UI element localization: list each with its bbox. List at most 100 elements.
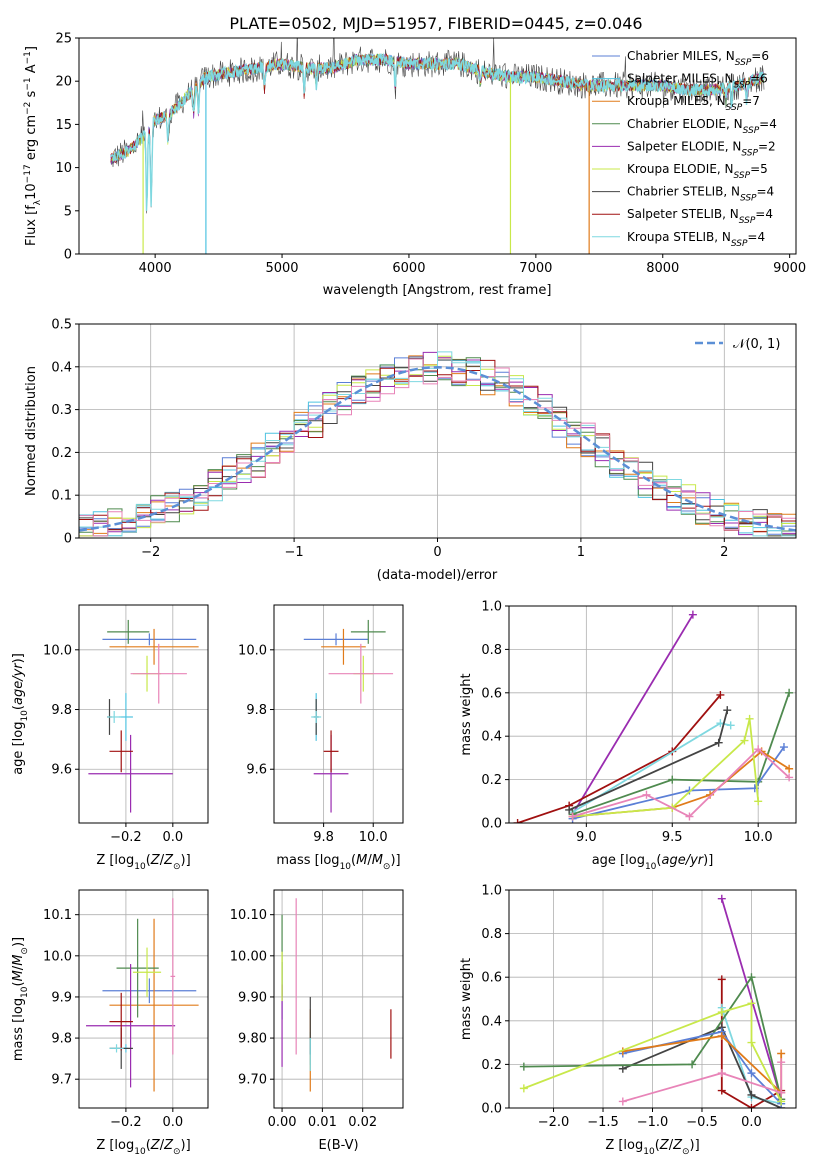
label-part: s [24,90,39,101]
label-part: ⊙ [682,1147,690,1157]
plus-marker [714,738,723,747]
errorbar-point [116,918,159,1018]
plot-area [86,898,199,1092]
errorbar-point [107,711,122,723]
spectrum-line-chabrier_stelib [110,38,765,214]
y-tick-label: 10.10 [230,908,267,923]
legend-text: Salpeter MILES, N [627,72,734,86]
y-tick-label: 9.70 [238,1073,267,1088]
label-part: ( [11,981,26,986]
label-part: 10 [643,1147,655,1157]
weight-line-salpeter_stelib [517,694,722,823]
errorbar-point [130,643,187,704]
weight-line-salpeter_elodie [720,898,783,1100]
legend-label: Salpeter STELIB, NSSP=4 [627,207,773,226]
histogram-kroupa_stelib [79,351,796,537]
x-tick-label: 0.01 [308,1115,337,1130]
x-axis-label: wavelength [Angstrom, rest frame] [323,283,552,298]
label-part: Z [log [96,1138,134,1153]
legend-label: 𝒩(0, 1) [733,337,780,352]
y-tick-label: 9.80 [238,1032,267,1047]
plus-marker [717,894,726,903]
legend-val: =2 [758,139,776,153]
plus-marker [745,714,754,723]
x-axis-label: Z [log10(Z/Z⊙)] [96,1138,190,1157]
plus-marker [777,1088,786,1097]
label-part: )] [11,937,26,947]
legend-sub: SSP [734,81,751,91]
x-tick-label: 0.02 [348,1115,377,1130]
axes-frame [508,605,797,824]
x-tick-label: −2 [141,545,160,560]
weight-line-chabrier_elodie [523,975,783,1100]
plus-marker [785,764,794,773]
y-tick-label: 9.8 [51,703,72,718]
legend-text: Chabrier MILES, N [627,49,735,63]
plus-marker [668,775,677,784]
plus-marker [688,1060,697,1069]
plus-marker [513,819,522,823]
label-part: )] [390,853,400,868]
histogram-pink [79,358,796,537]
label-part: ( [11,705,26,710]
label-part: M [356,853,367,868]
errorbar-point [109,730,133,773]
plus-marker [717,1069,726,1078]
x-tick-label: −0.2 [110,830,142,845]
plus-marker [747,1069,756,1078]
y-tick-label: 20 [55,75,72,90]
y-tick-label: 0 [64,248,72,263]
plot-area [110,38,765,254]
label-part: −2 [23,102,33,115]
x-tick-label: 0.0 [162,830,183,845]
x-tick-label: 7000 [519,261,552,276]
y-tick-label: 9.7 [51,1073,72,1088]
plot-area [519,894,786,1108]
x-tick-label: −1.5 [587,1115,619,1130]
x-tick-label: 5000 [265,261,298,276]
legend-val: =4 [757,185,775,199]
label-part: / [367,853,372,868]
y-tick-label: 1.0 [481,884,502,899]
x-tick-label: 10.0 [744,830,773,845]
label-part: 10 [340,862,352,872]
label-part: ] [24,46,39,51]
y-tick-label: 9.8 [51,1032,72,1047]
x-tick-label: 8000 [646,261,679,276]
weight-line-chabrier_stelib [622,1026,782,1108]
label-part: )] [11,653,26,663]
errorbar-point [86,964,176,1088]
figure-title: PLATE=0502, MJD=51957, FIBERID=0445, z=0… [229,14,642,33]
x-tick-label: −1 [285,545,304,560]
label-part: ⊙ [173,1147,181,1157]
y-axis-label: mass [log10(M/M⊙)] [11,937,30,1061]
label-part: A [24,64,39,77]
label-part: 10 [20,986,30,998]
y-tick-label: 10.0 [43,949,72,964]
errorbar-point [109,918,199,1092]
label-part: −17 [23,164,33,183]
y-tick-label: 0.2 [481,1058,502,1073]
y-tick-label: 0.0 [481,1102,502,1117]
errorbar-point [303,633,369,646]
label-part: 10 [24,183,39,200]
label-part: )] [181,1138,191,1153]
legend-val: =4 [759,117,777,131]
label-part: ( [351,853,356,868]
plus-marker [568,812,577,821]
x-tick-label: 0.0 [741,1115,762,1130]
errorbar-point [102,978,197,1004]
errorbar-point [107,619,150,644]
legend-sub: SSP [726,103,743,113]
plus-marker [747,999,756,1008]
label-part: / [669,1138,674,1153]
x-tick-label: −2.0 [538,1115,570,1130]
axes-frame [273,604,404,824]
label-part: M [11,955,26,966]
x-tick-label: 0.0 [162,1115,183,1130]
plus-marker [716,690,725,699]
x-tick-label: 6000 [392,261,425,276]
label-part: / [160,1138,165,1153]
errorbar-point [311,711,322,723]
y-tick-label: 9.8 [246,703,267,718]
